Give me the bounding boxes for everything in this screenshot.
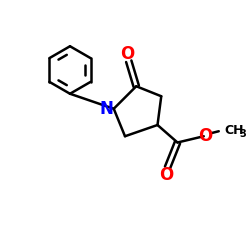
Text: O: O — [198, 127, 212, 145]
Text: O: O — [120, 45, 134, 63]
Text: CH: CH — [224, 124, 244, 136]
Text: 3: 3 — [239, 129, 246, 139]
Text: O: O — [159, 166, 174, 184]
Text: N: N — [100, 100, 114, 118]
